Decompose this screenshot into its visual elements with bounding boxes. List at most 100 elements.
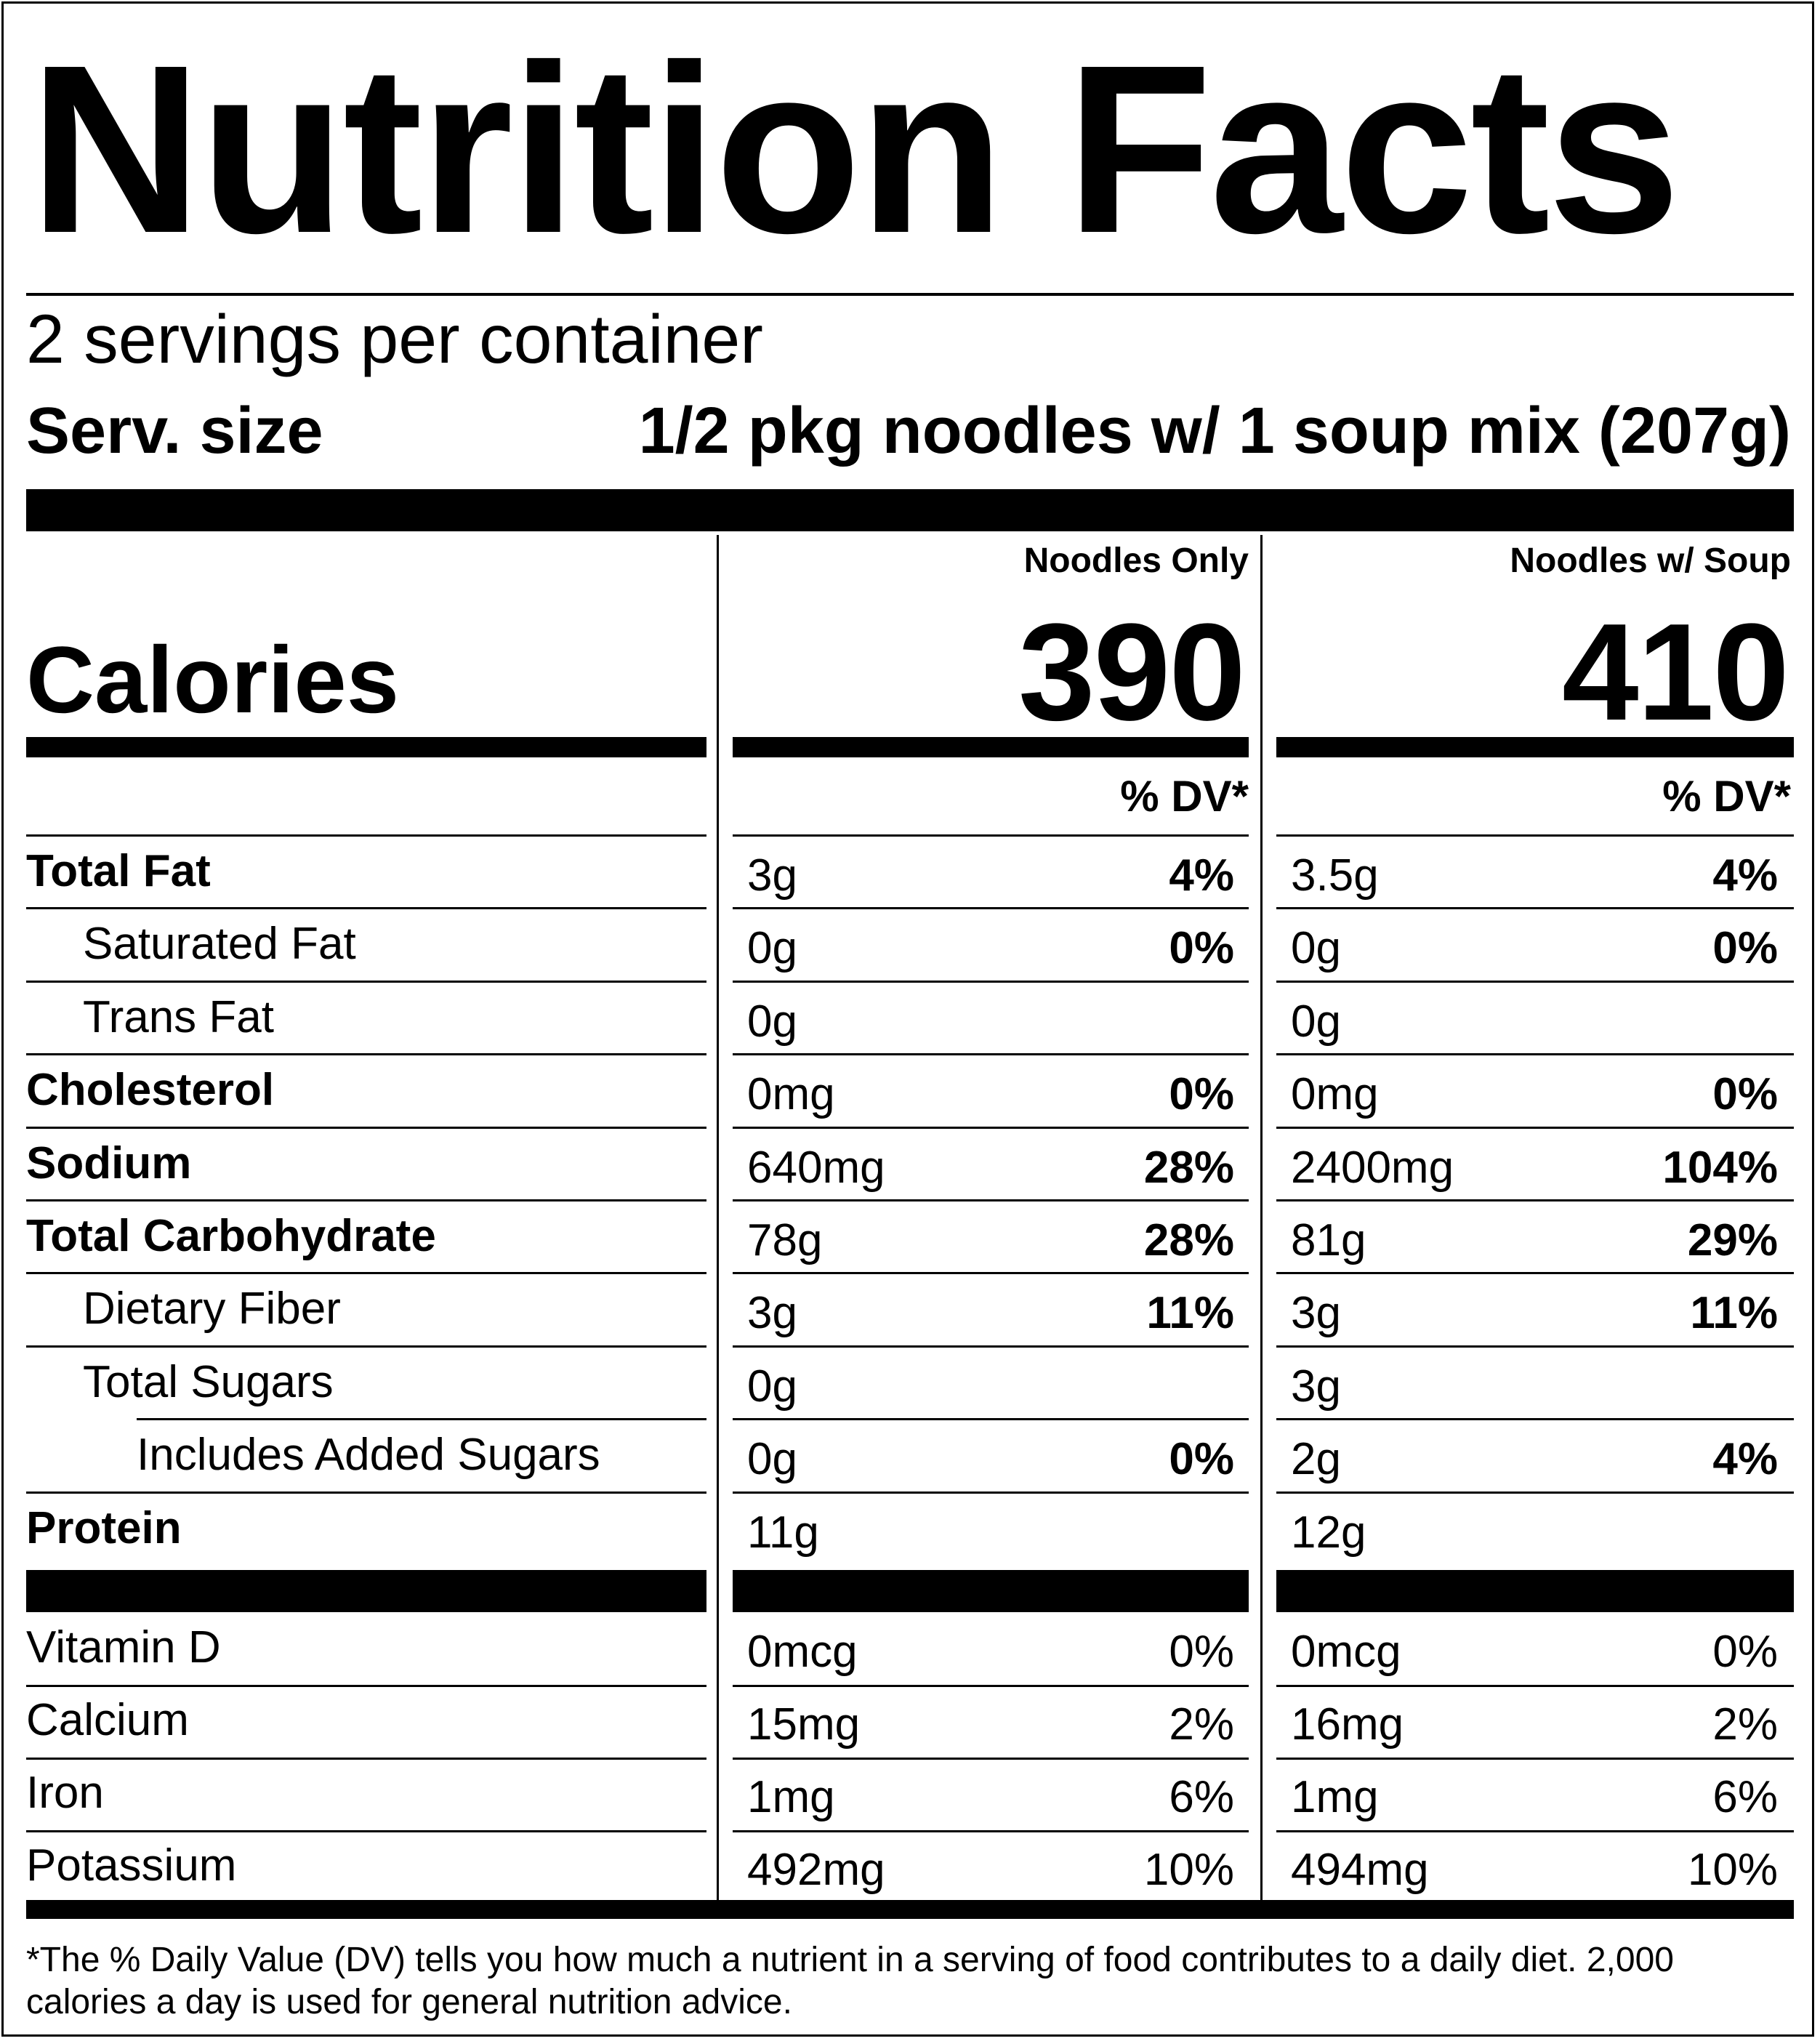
nutrient-dv-noodles-w-soup: 4% [1712, 1434, 1778, 1485]
nutrient-amount-noodles-only: 3g [747, 1288, 797, 1339]
vitamin-divider-label [26, 1830, 706, 1832]
nutrient-amount-noodles-only: 0g [747, 996, 797, 1047]
vitamin-divider-label [26, 1685, 706, 1687]
column-separator-2 [1260, 535, 1263, 1900]
dv-header-noodles-w-soup: % DV* [1662, 772, 1791, 821]
nutrient-dv-noodles-w-soup: 4% [1712, 850, 1778, 901]
row-divider-col2 [1276, 1418, 1794, 1421]
nutrient-dv-noodles-only: 11% [1146, 1288, 1234, 1339]
nutrient-amount-noodles-only: 0g [747, 1361, 797, 1412]
row-divider-label [26, 1199, 706, 1201]
column-header-noodles-only: Noodles Only [1023, 542, 1249, 580]
row-divider-col2 [1276, 1199, 1794, 1201]
thick-divider-vitamins-col2 [1276, 1570, 1794, 1612]
row-divider-label [26, 1491, 706, 1494]
column-header-noodles-w-soup: Noodles w/ Soup [1510, 542, 1791, 580]
vitamin-divider-col1 [733, 1758, 1249, 1760]
nutrient-label: Total Carbohydrate [26, 1211, 436, 1261]
row-divider-col1 [733, 980, 1249, 983]
vitamin-amount-noodles-w-soup: 0mcg [1291, 1627, 1401, 1677]
row-divider-col2 [1276, 834, 1794, 837]
vitamin-dv-noodles-w-soup: 0% [1712, 1627, 1778, 1677]
row-divider-col1 [733, 1491, 1249, 1494]
nutrient-amount-noodles-w-soup: 3g [1291, 1288, 1341, 1339]
vitamin-divider-col1 [733, 1830, 1249, 1832]
nutrient-amount-noodles-w-soup: 81g [1291, 1215, 1366, 1265]
nutrient-label: Saturated Fat [83, 919, 356, 970]
nutrient-label: Total Sugars [83, 1356, 334, 1407]
nutrient-label: Total Fat [26, 846, 211, 896]
calories-divider-col1 [733, 737, 1249, 757]
vitamin-amount-noodles-only: 492mg [747, 1845, 885, 1895]
nutrient-dv-noodles-only: 28% [1143, 1142, 1234, 1193]
vitamin-label: Iron [26, 1768, 104, 1818]
vitamin-divider-col2 [1276, 1685, 1794, 1687]
servings-per-container: 2 servings per container [26, 301, 763, 378]
nutrient-dv-noodles-only: 0% [1169, 923, 1234, 974]
row-divider-col2 [1276, 1126, 1794, 1129]
nutrient-amount-noodles-w-soup: 12g [1291, 1507, 1366, 1558]
nutrient-dv-noodles-w-soup: 11% [1690, 1288, 1778, 1339]
nutrient-label: Sodium [26, 1138, 192, 1188]
vitamin-amount-noodles-w-soup: 1mg [1291, 1772, 1379, 1822]
nutrient-label: Dietary Fiber [83, 1284, 341, 1334]
vitamin-divider-col2 [1276, 1830, 1794, 1832]
nutrient-dv-noodles-only: 4% [1169, 850, 1234, 901]
thick-divider-vitamins-col1 [733, 1570, 1249, 1612]
nutrient-dv-noodles-w-soup: 0% [1712, 923, 1778, 974]
nutrient-amount-noodles-w-soup: 2400mg [1291, 1142, 1454, 1193]
calories-value-noodles-w-soup: 410 [1561, 595, 1789, 749]
calories-divider-label [26, 737, 706, 757]
row-divider-col2 [1276, 907, 1794, 910]
nutrient-amount-noodles-w-soup: 3g [1291, 1361, 1341, 1412]
vitamin-amount-noodles-w-soup: 494mg [1291, 1845, 1429, 1895]
nutrient-dv-noodles-w-soup: 0% [1712, 1069, 1778, 1120]
vitamin-label: Vitamin D [26, 1622, 221, 1672]
thick-divider-vitamins-label [26, 1570, 706, 1612]
vitamin-dv-noodles-only: 2% [1169, 1699, 1234, 1750]
nutrient-amount-noodles-w-soup: 2g [1291, 1434, 1341, 1485]
nutrient-amount-noodles-only: 640mg [747, 1142, 885, 1193]
calories-label: Calories [26, 627, 400, 733]
vitamin-amount-noodles-w-soup: 16mg [1291, 1699, 1404, 1750]
row-divider-col1 [733, 907, 1249, 910]
vitamin-amount-noodles-only: 1mg [747, 1772, 835, 1822]
vitamin-dv-noodles-only: 6% [1169, 1772, 1234, 1822]
row-divider-col2 [1276, 1272, 1794, 1275]
row-divider-col2 [1276, 980, 1794, 983]
row-divider-label [26, 1345, 706, 1348]
thick-divider-bottom [26, 1900, 1794, 1919]
nutrient-amount-noodles-w-soup: 0g [1291, 996, 1341, 1047]
serving-size-label: Serv. size [26, 395, 323, 467]
calories-value-noodles-only: 390 [1018, 595, 1246, 749]
row-divider-col1 [733, 1126, 1249, 1129]
nutrient-amount-noodles-only: 0g [747, 1434, 797, 1485]
vitamin-dv-noodles-w-soup: 2% [1712, 1699, 1778, 1750]
row-divider-col1 [733, 1345, 1249, 1348]
nutrient-amount-noodles-w-soup: 0g [1291, 923, 1341, 974]
row-divider-col2 [1276, 1491, 1794, 1494]
row-divider-label [26, 834, 706, 837]
vitamin-dv-noodles-only: 10% [1143, 1845, 1234, 1895]
vitamin-label: Calcium [26, 1695, 189, 1745]
calories-divider-col2 [1276, 737, 1794, 757]
vitamin-divider-label [26, 1758, 706, 1760]
row-divider-col1 [733, 1272, 1249, 1275]
vitamin-amount-noodles-only: 15mg [747, 1699, 861, 1750]
row-divider-col2 [1276, 1345, 1794, 1348]
vitamin-dv-noodles-w-soup: 6% [1712, 1772, 1778, 1822]
nutrient-amount-noodles-only: 78g [747, 1215, 823, 1265]
nutrient-amount-noodles-w-soup: 0mg [1291, 1069, 1379, 1120]
row-divider-col1 [733, 1053, 1249, 1056]
label-title: Nutrition Facts [29, 15, 1680, 283]
row-divider-label [26, 1053, 706, 1056]
nutrient-label: Cholesterol [26, 1065, 275, 1116]
thick-divider-top [26, 489, 1794, 531]
vitamin-dv-noodles-only: 0% [1169, 1627, 1234, 1677]
row-divider-col1 [733, 834, 1249, 837]
vitamin-divider-col2 [1276, 1758, 1794, 1760]
vitamin-amount-noodles-only: 0mcg [747, 1627, 858, 1677]
title-divider [26, 293, 1794, 296]
nutrient-amount-noodles-only: 11g [747, 1507, 819, 1558]
